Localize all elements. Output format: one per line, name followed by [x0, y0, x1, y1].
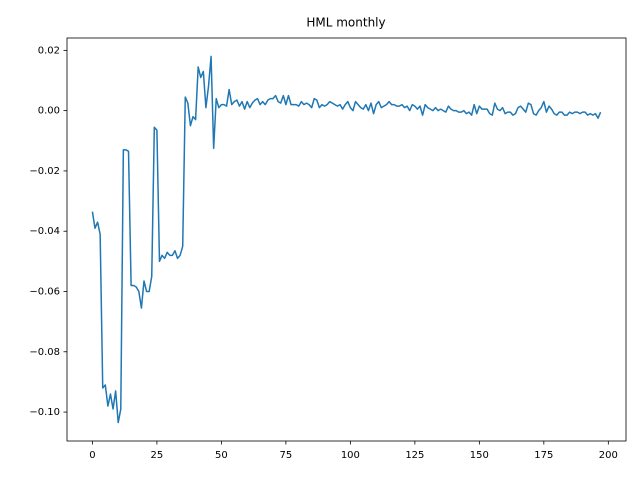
y-tick-label: 0.00: [38, 106, 60, 117]
y-tick-label: −0.10: [29, 407, 60, 418]
x-tick-label: 200: [599, 450, 618, 461]
x-tick-label: 25: [151, 450, 164, 461]
x-tick-label: 125: [405, 450, 424, 461]
x-tick-label: 100: [341, 450, 360, 461]
x-tick-label: 75: [280, 450, 293, 461]
data-line: [91, 55, 602, 424]
chart-title: HML monthly: [306, 16, 385, 30]
plot-frame: [66, 37, 627, 442]
y-tick-label: −0.04: [29, 226, 60, 237]
x-tick-label: 0: [89, 450, 95, 461]
y-tick-label: −0.06: [29, 286, 60, 297]
y-tick-label: 0.02: [38, 45, 60, 56]
y-tick-label: −0.08: [29, 347, 60, 358]
x-tick-label: 175: [534, 450, 553, 461]
x-tick-label: 50: [215, 450, 228, 461]
y-tick-label: −0.02: [29, 166, 60, 177]
x-tick-label: 150: [470, 450, 489, 461]
